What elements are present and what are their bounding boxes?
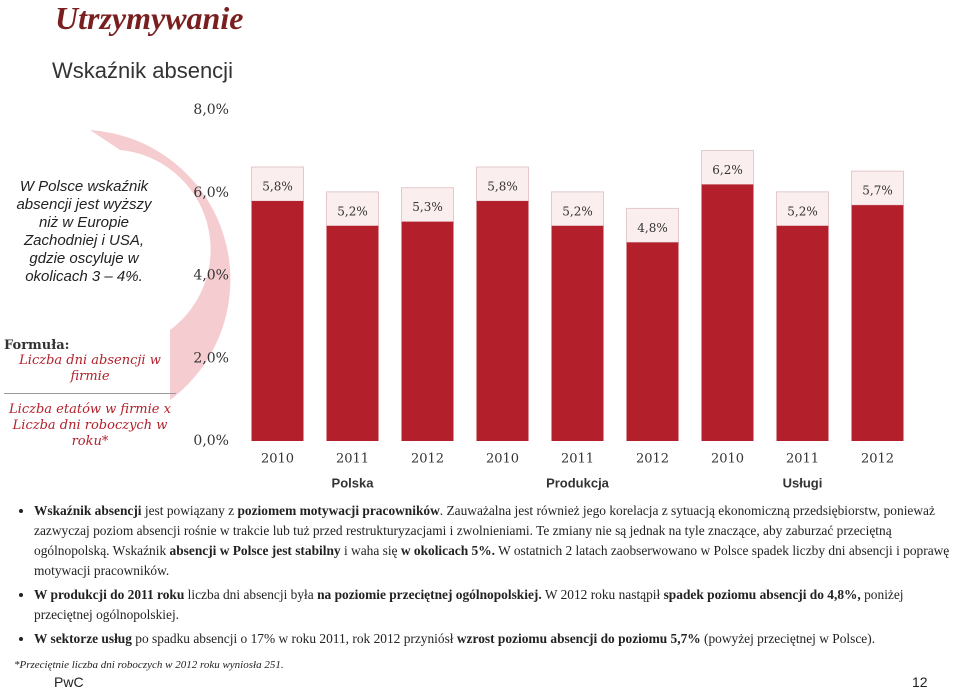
bullet-text: i waha się <box>340 543 401 558</box>
bar <box>626 242 679 441</box>
bar <box>851 205 904 441</box>
bullet-text: absencji w Polsce jest stabilny <box>169 543 341 558</box>
group-label: Polska <box>332 475 375 490</box>
bar-shadow <box>401 187 454 223</box>
x-tick-label: 2010 <box>261 452 294 467</box>
bar <box>401 221 454 441</box>
value-label: 5,2% <box>787 204 818 218</box>
formula-denominator: Liczba etatów w firmie x Liczba dni robo… <box>9 402 171 449</box>
y-tick-label: 2,0% <box>193 350 229 366</box>
group-label: Produkcja <box>546 475 610 490</box>
formula: Formuła: Liczba dni absencji w firmie Li… <box>4 338 176 450</box>
bullet-text: w okolicach 5%. <box>400 543 495 558</box>
bar <box>551 225 604 441</box>
x-tick-label: 2010 <box>711 452 744 467</box>
bar-shadow <box>626 207 679 243</box>
bullet-text: W ostatnich 2 latach zaobserwowano w Pol… <box>34 543 950 578</box>
y-tick-label: 4,0% <box>193 268 229 284</box>
bar <box>251 201 304 441</box>
formula-numerator: Liczba dni absencji w firmie <box>19 353 161 384</box>
bullet-text: po spadku absencji o 17% w roku 2011, ro… <box>131 631 457 646</box>
bullet-text: wzrost poziomu absencji do poziomu 5,7% <box>456 631 701 646</box>
x-tick-label: 2011 <box>561 452 594 467</box>
value-label: 5,3% <box>412 200 443 214</box>
x-tick-label: 2011 <box>336 452 369 467</box>
footnote: *Przeciętnie liczba dni roboczych w 2012… <box>14 659 284 671</box>
bar-shadow <box>326 191 379 227</box>
bar <box>326 225 379 441</box>
bar-shadow <box>551 191 604 227</box>
bullet-text: (powyżej przeciętnej w Polsce). <box>700 631 876 646</box>
footer-brand: PwC <box>54 674 84 690</box>
x-tick-label: 2012 <box>636 452 669 467</box>
sidebar-note: W Polsce wskaźnik absencji jest wyższy n… <box>16 178 152 285</box>
value-label: 6,2% <box>712 163 743 177</box>
value-label: 5,8% <box>262 180 293 194</box>
x-tick-label: 2012 <box>861 452 894 467</box>
bullet-text: poziomem motywacji pracowników <box>237 503 440 518</box>
slide-title: Utrzymywanie <box>55 0 244 36</box>
bullet-text: W 2012 roku nastąpił <box>541 587 664 602</box>
value-label: 5,8% <box>487 180 518 194</box>
bullet-text: spadek poziomu absencji do 4,8%, <box>663 587 861 602</box>
bullet-text: Wskaźnik absencji <box>34 503 142 518</box>
y-tick-label: 0,0% <box>193 433 229 449</box>
bar-shadow <box>776 191 829 227</box>
divider <box>4 393 176 394</box>
page-number: 12 <box>912 674 928 690</box>
bullet-text: na poziomie przeciętnej ogólnopolskiej. <box>317 587 542 602</box>
group-label: Usługi <box>783 475 823 490</box>
value-label: 5,7% <box>862 184 893 198</box>
chart-title: Wskaźnik absencji <box>52 58 233 83</box>
x-tick-label: 2010 <box>486 452 519 467</box>
bullet: W sektorze usług po spadku absencji o 17… <box>34 629 960 649</box>
bullet-list: Wskaźnik absencji jest powiązany z pozio… <box>14 501 960 653</box>
decoration <box>90 130 231 400</box>
bar-shadow <box>476 166 529 202</box>
x-tick-label: 2012 <box>411 452 444 467</box>
chart: 0,0% 2,0% 4,0% 6,0% 8,0% 2010 5,8% 2011 5,2% 2012… <box>90 102 904 490</box>
formula-label: Formuła: <box>4 338 70 353</box>
value-label: 5,2% <box>562 204 593 218</box>
x-tick-label: 2011 <box>786 452 819 467</box>
bar-shadow <box>701 149 754 185</box>
bullet-text: W sektorze usług <box>34 631 132 646</box>
bullet: W produkcji do 2011 roku liczba dni abse… <box>34 585 960 625</box>
bullet-text: poniżej przeciętnej ogólnopolskiej. <box>34 587 904 622</box>
bar <box>776 225 829 441</box>
bullet-text: jest powiązany z <box>141 503 238 518</box>
bullet-text: liczba dni absencji była <box>184 587 318 602</box>
bar-shadow <box>851 170 904 206</box>
bullet: Wskaźnik absencji jest powiązany z pozio… <box>34 501 960 581</box>
y-tick-label: 8,0% <box>193 102 229 118</box>
bar <box>476 201 529 441</box>
value-label: 4,8% <box>637 221 668 235</box>
bar-shadow <box>251 166 304 202</box>
value-label: 5,2% <box>337 204 368 218</box>
bar <box>701 184 754 441</box>
bullet-text: . Zauważalna jest również jego korelacja… <box>34 503 935 558</box>
y-tick-label: 6,0% <box>193 185 229 201</box>
bullet-text: W produkcji do 2011 roku <box>34 587 185 602</box>
